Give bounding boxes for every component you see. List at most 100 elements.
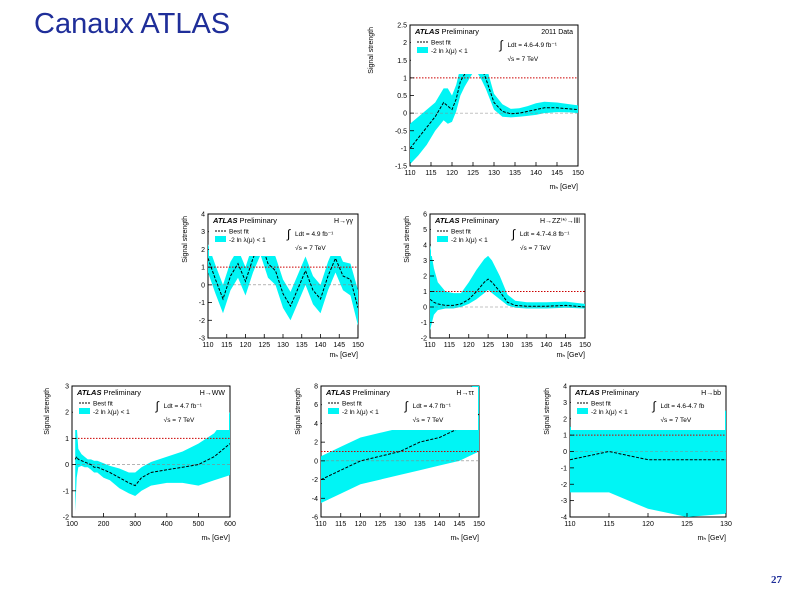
luminosity-label: Ldt = 4.6-4.7 fb (660, 403, 704, 410)
y-tick-label: -2 (312, 477, 318, 484)
x-tick-label: 115 (335, 521, 346, 528)
x-tick-label: 130 (720, 521, 732, 528)
x-axis-label: mₕ [GeV] (329, 352, 358, 359)
atlas-label: ATLAS Preliminary (414, 27, 479, 36)
legend-background (73, 387, 229, 430)
legend-band-label: -2 ln λ(μ) < 1 (229, 237, 266, 244)
integral-symbol: ∫ (155, 399, 160, 413)
x-tick-label: 125 (681, 521, 693, 528)
x-tick-label: 135 (509, 170, 521, 177)
atlas-label: ATLAS Preliminary (434, 216, 499, 225)
x-tick-label: 300 (129, 521, 141, 528)
y-tick-label: -1 (421, 320, 427, 327)
y-axis-label: Signal strength (404, 216, 411, 263)
energy-label: √s = 7 TeV (520, 244, 551, 252)
y-tick-label: 6 (314, 402, 318, 409)
uncertainty-band (410, 46, 578, 165)
channel-label: H→ZZ⁽*⁾→llll (540, 217, 580, 225)
y-tick-label: 3 (65, 384, 69, 391)
legend-band-label: -2 ln λ(μ) < 1 (93, 409, 130, 416)
x-tick-label: 130 (394, 521, 406, 528)
preliminary-label: Preliminary (602, 388, 640, 397)
y-axis-label: Signal strength (44, 388, 51, 435)
x-tick-label: 115 (444, 342, 455, 349)
y-tick-label: -3 (561, 498, 567, 505)
energy-label: √s = 7 TeV (413, 416, 444, 424)
x-tick-label: 100 (66, 521, 78, 528)
y-tick-label: -2 (561, 482, 567, 489)
y-tick-label: 0 (403, 111, 407, 118)
legend-band-swatch (437, 236, 448, 242)
legend-fit-label: Best fit (229, 229, 249, 236)
legend-band-label: -2 ln λ(μ) < 1 (451, 237, 488, 244)
y-tick-label: 4 (563, 384, 567, 391)
x-axis-label: mₕ [GeV] (549, 184, 578, 191)
x-tick-label: 135 (296, 342, 308, 349)
y-tick-label: 3 (423, 258, 427, 265)
legend-background (322, 387, 478, 430)
x-tick-label: 150 (579, 342, 591, 349)
x-tick-label: 145 (453, 521, 465, 528)
x-tick-label: 110 (564, 521, 575, 528)
y-tick-label: 2 (403, 40, 407, 47)
luminosity-label: Ldt = 4.6-4.9 fb⁻¹ (507, 42, 557, 49)
best-fit-line (208, 239, 358, 309)
y-tick-label: -0.5 (395, 128, 407, 135)
x-tick-label: 130 (502, 342, 514, 349)
integral-symbol: ∫ (651, 399, 656, 413)
bb-signal-strength-plot: 110 115 120 125 130 -4 -3 -2 -1 0 1 2 3 4 mₕ [GeV] Sign… (544, 384, 732, 543)
y-tick-label: -1 (401, 146, 407, 153)
x-tick-label: 115 (603, 521, 614, 528)
legend-band-swatch (328, 408, 339, 414)
x-tick-label: 500 (193, 521, 205, 528)
best-fit-line (74, 443, 230, 487)
best-fit-line (321, 413, 479, 481)
x-axis-label: mₕ [GeV] (556, 352, 585, 359)
luminosity-label: Ldt = 4.7 fb⁻¹ (164, 403, 203, 410)
x-tick-label: 110 (315, 521, 326, 528)
y-tick-label: 4 (201, 212, 205, 219)
y-tick-label: 0.5 (397, 93, 407, 100)
y-tick-label: 3 (201, 229, 205, 236)
channel-label: H→WW (200, 390, 226, 397)
y-axis-label: Signal strength (295, 388, 302, 435)
x-tick-label: 125 (467, 170, 479, 177)
y-tick-label: -4 (561, 515, 567, 522)
y-tick-label: -3 (199, 336, 205, 343)
x-tick-label: 110 (404, 170, 415, 177)
uncertainty-band (75, 386, 230, 512)
legend-background (411, 26, 577, 74)
energy-label: √s = 7 TeV (660, 416, 691, 424)
atlas-label: ATLAS Preliminary (76, 388, 141, 397)
x-axis-label: mₕ [GeV] (697, 535, 726, 542)
legend-fit-label: Best fit (431, 40, 451, 47)
plot-area (72, 386, 230, 512)
luminosity-label: Ldt = 4.7 fb⁻¹ (413, 403, 452, 410)
y-tick-label: 4 (423, 243, 427, 250)
y-tick-label: -2 (421, 336, 427, 343)
y-tick-label: -2 (63, 515, 69, 522)
tautau-signal-strength-plot: 110 115 120 125 130 135 140 145 150 -6 -4 -2 0 2 4 6 8 mₕ… (295, 384, 485, 543)
x-tick-label: 125 (374, 521, 386, 528)
channel-label: 2011 Data (541, 29, 573, 36)
zz-four-lepton-signal-strength-plot: 110 115 120 125 130 135 140 145 150 -2 -1 0 1 2 3 4 5 6 mₕ… (404, 212, 591, 360)
x-tick-label: 120 (642, 521, 654, 528)
x-tick-label: 600 (224, 521, 236, 528)
plot-area (570, 410, 726, 517)
x-tick-label: 140 (434, 521, 446, 528)
y-tick-label: -1 (199, 300, 205, 307)
x-tick-label: 135 (414, 521, 426, 528)
y-axis-label: Signal strength (182, 216, 189, 263)
y-tick-label: 2 (65, 410, 69, 417)
x-tick-label: 150 (473, 521, 485, 528)
x-tick-label: 150 (572, 170, 584, 177)
y-tick-label: -1 (561, 465, 567, 472)
x-tick-label: 140 (315, 342, 327, 349)
y-tick-label: -4 (312, 496, 318, 503)
integral-symbol: ∫ (404, 399, 409, 413)
legend-fit-label: Best fit (591, 401, 611, 408)
channel-label: H→ττ (456, 390, 474, 397)
y-tick-label: 0 (563, 449, 567, 456)
x-tick-label: 120 (355, 521, 367, 528)
x-tick-label: 145 (333, 342, 345, 349)
